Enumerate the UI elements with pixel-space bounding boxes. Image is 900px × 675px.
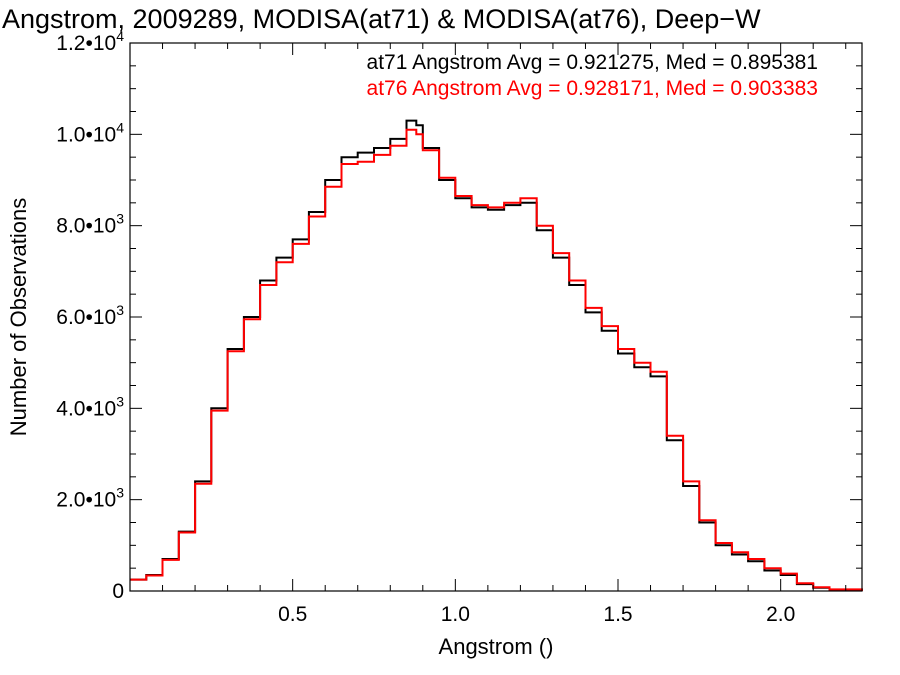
- series-line-0: [130, 119, 863, 591]
- x-tick-label-2: 1.5: [603, 603, 632, 626]
- ticks-layer: [130, 42, 862, 592]
- legend-entry-1: at76 Angstrom Avg = 0.928171, Med = 0.90…: [367, 77, 818, 100]
- chart-title: Angstrom, 2009289, MODISA(at71) & MODISA…: [2, 4, 761, 34]
- labels-layer: 0.5 1.0 1.5 2.0 0 2.0•103 4.0•103 6.0•103 8.0•10…: [56, 28, 795, 626]
- y-tick-label-5: 1.0•104: [56, 119, 124, 146]
- y-tick-label-1: 2.0•103: [56, 485, 124, 512]
- y-tick-label-2: 4.0•103: [56, 393, 124, 420]
- y-tick-label-4: 8.0•103: [56, 211, 124, 238]
- legend-entry-0: at71 Angstrom Avg = 0.921275, Med = 0.89…: [367, 51, 818, 74]
- x-tick-label-3: 2.0: [766, 603, 795, 626]
- x-tick-label-1: 1.0: [441, 603, 470, 626]
- x-axis-label: Angstrom (): [439, 634, 554, 659]
- y-tick-label-6: 1.2•104: [56, 28, 124, 55]
- plot-frame: [129, 42, 863, 592]
- y-axis-label: Number of Observations: [6, 198, 31, 436]
- series-line-1: [130, 128, 863, 591]
- legend: at71 Angstrom Avg = 0.921275, Med = 0.89…: [367, 51, 818, 100]
- y-tick-label-0: 0: [112, 580, 124, 603]
- y-tick-label-3: 6.0•103: [56, 302, 124, 329]
- x-tick-label-0: 0.5: [278, 603, 307, 626]
- series-layer: [130, 119, 863, 591]
